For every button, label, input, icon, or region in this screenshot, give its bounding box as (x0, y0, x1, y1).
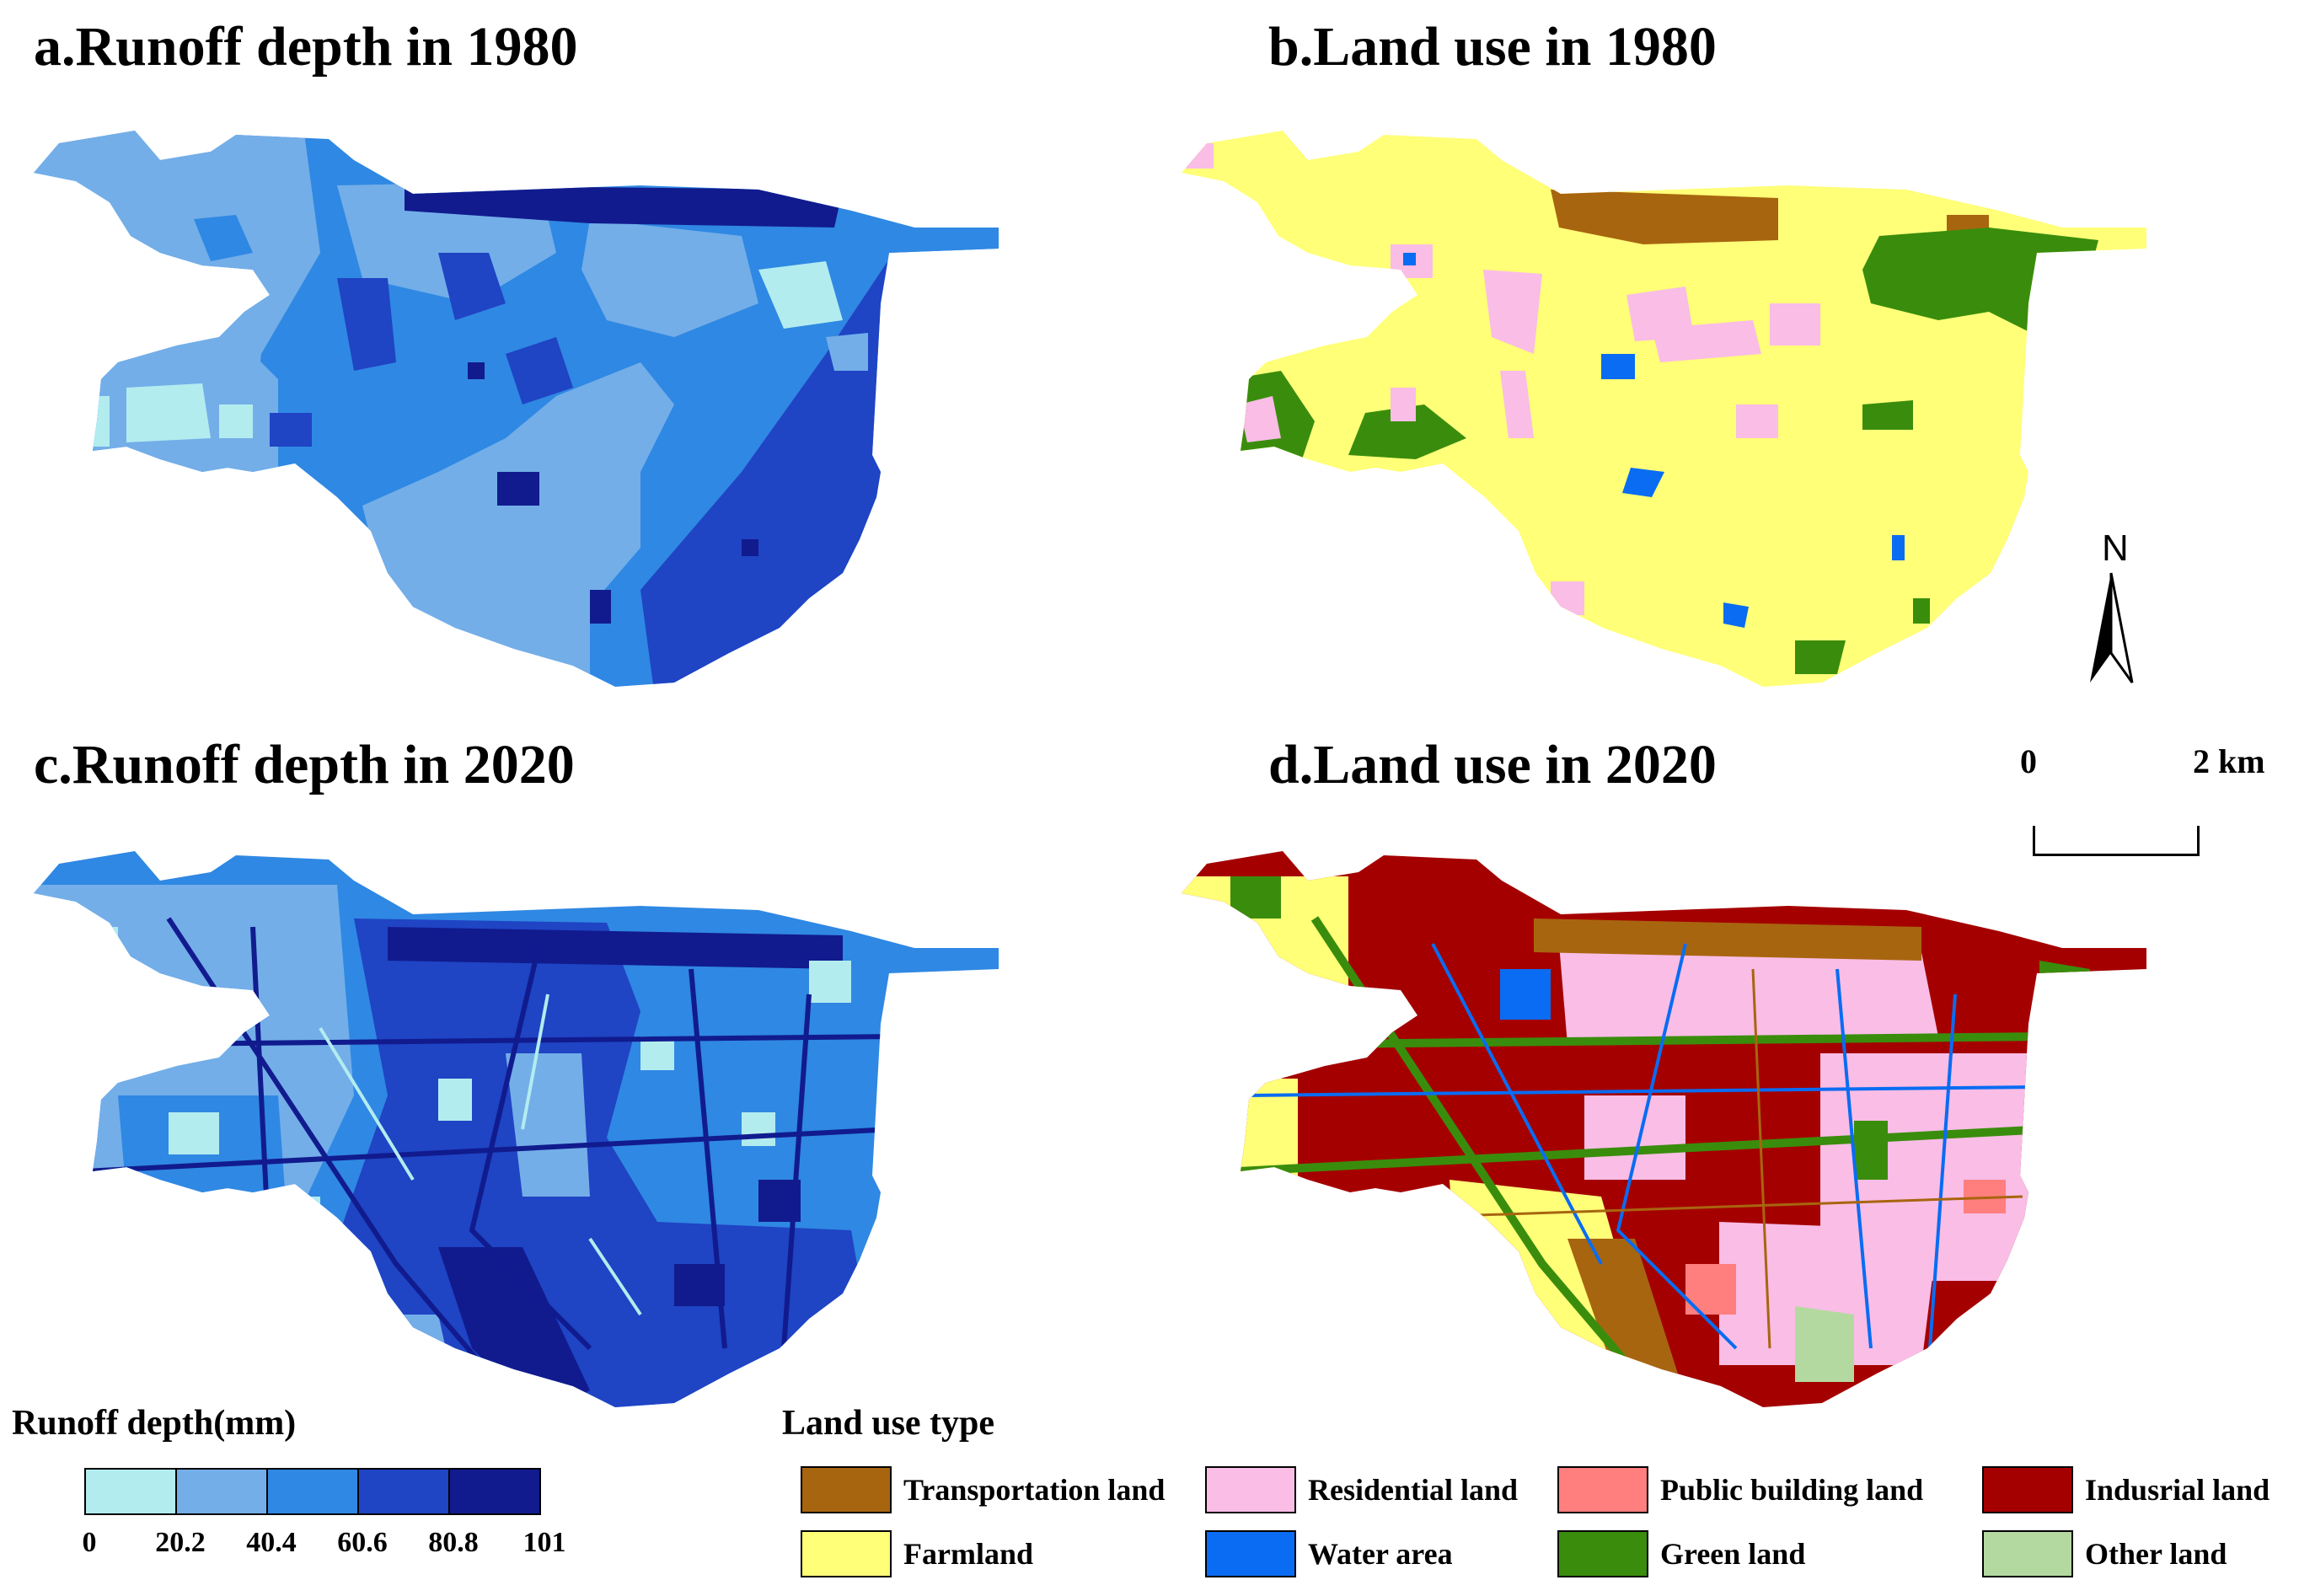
legend-swatch-water (1205, 1530, 1296, 1577)
panel-d-title: d.Land use in 2020 (1268, 734, 1717, 795)
legend-item-other: Other land (1982, 1530, 2227, 1577)
ramp-break-1: 20.2 (155, 1527, 206, 1558)
landuse-legend-title: Land use type (782, 1404, 995, 1443)
legend-swatch-transportation (801, 1466, 892, 1513)
legend-label-farmland: Farmland (903, 1537, 1034, 1571)
legend-item-green: Green land (1557, 1530, 1805, 1577)
runoff-color-ramp (84, 1468, 541, 1515)
panel-c-title: c.Runoff depth in 2020 (34, 734, 575, 795)
map-landuse-2020 (1182, 851, 2146, 1407)
scale-start: 0 (2020, 742, 2037, 780)
legend-item-water: Water area (1205, 1530, 1453, 1577)
panel-b-title: b.Land use in 1980 (1268, 16, 1717, 78)
legend-label-residential: Residential land (1308, 1473, 1519, 1507)
map-runoff-2020 (34, 851, 999, 1407)
scale-bar (2033, 826, 2200, 856)
legend-swatch-other (1982, 1530, 2073, 1577)
north-label: N (2102, 528, 2129, 569)
legend-swatch-industrial (1982, 1466, 2073, 1513)
legend-label-industrial: Indusrial land (2085, 1473, 2270, 1507)
legend-swatch-residential (1205, 1466, 1296, 1513)
legend-swatch-farmland (801, 1530, 892, 1577)
legend-item-industrial: Indusrial land (1982, 1466, 2270, 1513)
map-runoff-1980 (34, 131, 999, 687)
ramp-swatch-2 (175, 1468, 268, 1515)
legend-item-public-building: Public building land (1557, 1466, 1923, 1513)
ramp-break-2: 40.4 (246, 1527, 297, 1558)
ramp-break-0: 0 (82, 1527, 97, 1558)
ramp-break-4: 80.8 (428, 1527, 479, 1558)
runoff-legend-title: Runoff depth(mm) (12, 1404, 297, 1443)
ramp-swatch-3 (266, 1468, 359, 1515)
north-arrow-icon (2090, 572, 2134, 683)
ramp-swatch-1 (84, 1468, 177, 1515)
legend-label-water: Water area (1308, 1537, 1453, 1571)
legend-label-green: Green land (1660, 1537, 1806, 1571)
legend-label-other: Other land (2085, 1537, 2227, 1571)
legend-label-transportation: Transportation land (903, 1473, 1166, 1507)
legend-item-farmland: Farmland (801, 1530, 1033, 1577)
legend-swatch-public-building (1557, 1466, 1648, 1513)
panel-a-title: a.Runoff depth in 1980 (34, 16, 578, 78)
legend-swatch-green (1557, 1530, 1648, 1577)
scale-end: 2 km (2193, 742, 2265, 780)
legend-item-transportation: Transportation land (801, 1466, 1165, 1513)
legend-label-public-building: Public building land (1660, 1473, 1924, 1507)
ramp-break-5: 101 (522, 1527, 566, 1558)
ramp-break-3: 60.6 (337, 1527, 388, 1558)
legend-item-residential: Residential land (1205, 1466, 1518, 1513)
ramp-swatch-5 (448, 1468, 541, 1515)
ramp-swatch-4 (357, 1468, 450, 1515)
